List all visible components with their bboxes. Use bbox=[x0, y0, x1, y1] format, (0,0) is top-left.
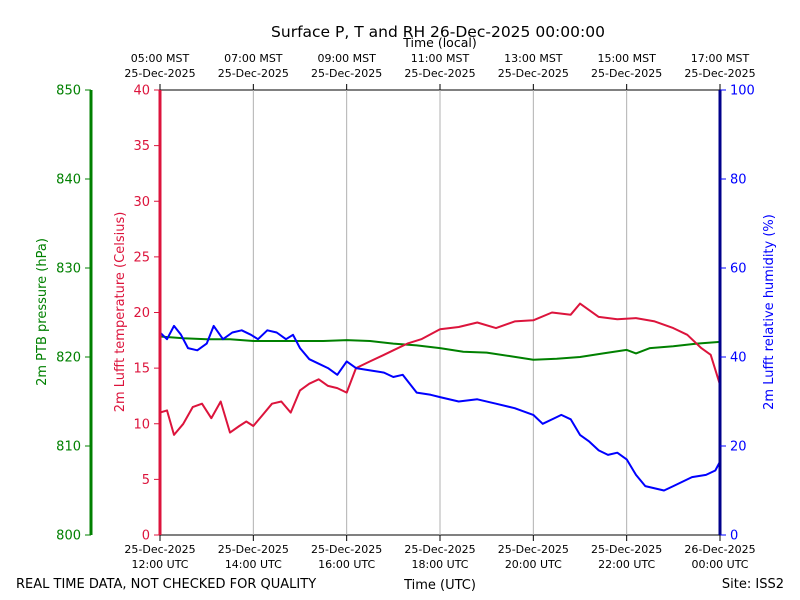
local-time-tick-date: 25-Dec-2025 bbox=[684, 67, 755, 80]
pressure-tick-label: 830 bbox=[56, 262, 81, 277]
humidity-axis-ticks: 0 20 40 60 80 100 bbox=[720, 84, 755, 544]
pressure-tick-label: 800 bbox=[56, 529, 81, 544]
temperature-tick-label: 5 bbox=[142, 473, 150, 488]
local-time-tick-time: 07:00 MST bbox=[224, 52, 283, 65]
utc-time-axis-ticks: 25-Dec-2025 12:00 UTC 25-Dec-2025 14:00 UTC… bbox=[124, 535, 756, 571]
utc-time-tick-time: 22:00 UTC bbox=[598, 558, 655, 571]
pressure-tick-label: 850 bbox=[56, 84, 81, 99]
temperature-tick-label: 10 bbox=[133, 417, 150, 432]
humidity-tick-label: 100 bbox=[730, 84, 755, 99]
quality-disclaimer: REAL TIME DATA, NOT CHECKED FOR QUALITY bbox=[16, 577, 316, 592]
local-time-tick-time: 13:00 MST bbox=[504, 52, 563, 65]
utc-time-tick-time: 16:00 UTC bbox=[318, 558, 375, 571]
temperature-tick-label: 15 bbox=[133, 362, 150, 377]
top-axis-title: Time (local) bbox=[402, 35, 476, 50]
series-layer bbox=[159, 302, 721, 492]
utc-time-tick-date: 25-Dec-2025 bbox=[404, 543, 475, 556]
humidity-tick-label: 40 bbox=[730, 351, 747, 366]
temperature-tick-label: 30 bbox=[133, 195, 150, 210]
utc-time-tick-date: 25-Dec-2025 bbox=[218, 543, 289, 556]
temperature-axis-label: 2m Lufft temperature (Celsius) bbox=[113, 212, 128, 413]
pressure-tick-label: 820 bbox=[56, 351, 81, 366]
humidity-tick-label: 0 bbox=[730, 529, 738, 544]
temperature-tick-label: 25 bbox=[133, 250, 150, 265]
local-time-tick-time: 05:00 MST bbox=[131, 52, 190, 65]
local-time-tick-date: 25-Dec-2025 bbox=[311, 67, 382, 80]
utc-time-tick-time: 12:00 UTC bbox=[131, 558, 188, 571]
pressure-tick-label: 840 bbox=[56, 173, 81, 188]
utc-time-tick-time: 00:00 UTC bbox=[691, 558, 748, 571]
utc-time-tick-date: 26-Dec-2025 bbox=[684, 543, 755, 556]
utc-time-tick-time: 20:00 UTC bbox=[505, 558, 562, 571]
temperature-axis-ticks: 0 5 10 15 20 25 30 35 40 bbox=[133, 84, 160, 544]
chart-title: Surface P, T and RH 26-Dec-2025 00:00:00 bbox=[271, 23, 605, 41]
temperature-tick-label: 40 bbox=[133, 84, 150, 99]
local-time-tick-time: 17:00 MST bbox=[691, 52, 750, 65]
pressure-axis-label: 2m PTB pressure (hPa) bbox=[35, 238, 50, 386]
utc-time-tick-date: 25-Dec-2025 bbox=[498, 543, 569, 556]
pressure-tick-label: 810 bbox=[56, 440, 81, 455]
humidity-tick-label: 60 bbox=[730, 262, 747, 277]
humidity-tick-label: 80 bbox=[730, 173, 747, 188]
utc-time-tick-time: 18:00 UTC bbox=[411, 558, 468, 571]
utc-time-tick-date: 25-Dec-2025 bbox=[311, 543, 382, 556]
pressure-axis-ticks: 800 810 820 830 840 850 bbox=[56, 84, 91, 544]
local-time-tick-date: 25-Dec-2025 bbox=[404, 67, 475, 80]
local-time-tick-time: 09:00 MST bbox=[317, 52, 376, 65]
x-axis-title: Time (UTC) bbox=[403, 578, 476, 593]
humidity-tick-label: 20 bbox=[730, 440, 747, 455]
local-time-tick-date: 25-Dec-2025 bbox=[498, 67, 569, 80]
humidity-axis-label: 2m Lufft relative humidity (%) bbox=[762, 214, 777, 410]
local-time-tick-time: 11:00 MST bbox=[411, 52, 470, 65]
temperature-tick-label: 20 bbox=[133, 306, 150, 321]
temperature-tick-label: 35 bbox=[133, 139, 150, 154]
local-time-tick-date: 25-Dec-2025 bbox=[591, 67, 662, 80]
temperature-tick-label: 0 bbox=[142, 529, 150, 544]
local-time-tick-date: 25-Dec-2025 bbox=[218, 67, 289, 80]
local-time-tick-date: 25-Dec-2025 bbox=[124, 67, 195, 80]
local-time-axis-ticks: 05:00 MST 25-Dec-2025 07:00 MST 25-Dec-2025… bbox=[124, 52, 756, 90]
utc-time-tick-date: 25-Dec-2025 bbox=[124, 543, 195, 556]
site-label: Site: ISS2 bbox=[722, 577, 784, 592]
pressure-series-line bbox=[159, 335, 721, 361]
utc-time-tick-time: 14:00 UTC bbox=[225, 558, 282, 571]
temperature-series-line bbox=[159, 302, 721, 436]
utc-time-tick-date: 25-Dec-2025 bbox=[591, 543, 662, 556]
humidity-series-line bbox=[159, 324, 721, 492]
local-time-tick-time: 15:00 MST bbox=[597, 52, 656, 65]
